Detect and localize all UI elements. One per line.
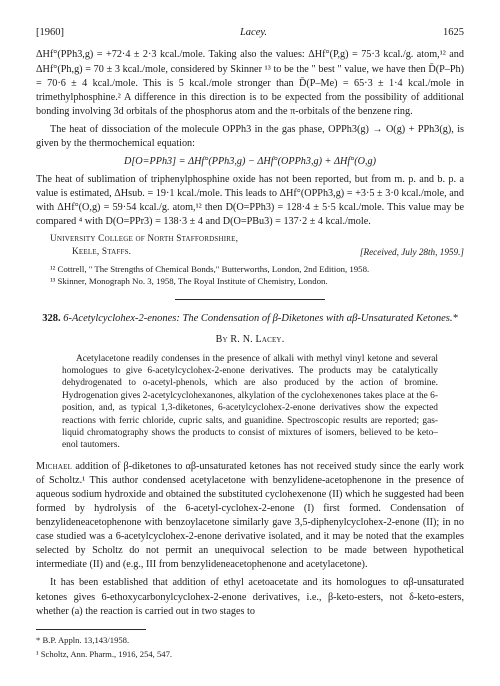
affiliation-line-2: Keele, Staffs. xyxy=(72,247,131,257)
reference-12: ¹² Cottrell, " The Strengths of Chemical… xyxy=(36,263,464,275)
article-body-paragraph-1: Michael addition of β-diketones to αβ-un… xyxy=(36,460,464,573)
header-page-number: 1625 xyxy=(443,26,464,40)
article-title-b: The Condensation of β-Diketones with αβ-… xyxy=(182,313,457,324)
author-name: By R. N. Lacey. xyxy=(216,334,285,345)
body-p1-text: addition of β-diketones to αβ-unsaturate… xyxy=(36,461,464,571)
footnote-1: ¹ Scholtz, Ann. Pharm., 1916, 254, 547. xyxy=(36,649,436,661)
page-header: [1960] Lacey. 1625 xyxy=(36,26,464,40)
prev-article-paragraph-1: ΔHf°(PPh3,g) = +72·4 ± 2·3 kcal./mole. T… xyxy=(36,48,464,118)
header-author: Lacey. xyxy=(240,26,267,40)
prev-article-paragraph-3: The heat of sublimation of triphenylphos… xyxy=(36,173,464,229)
reference-13: ¹³ Skinner, Monograph No. 3, 1958, The R… xyxy=(36,275,464,287)
article-328-title: 328. 6-Acetylcyclohex-2-enones: The Cond… xyxy=(36,312,464,326)
lead-word: Michael xyxy=(36,461,72,472)
article-divider xyxy=(175,299,325,300)
article-footnotes: * B.P. Appln. 13,143/1958. ¹ Scholtz, An… xyxy=(36,629,146,661)
affiliation-block: University College of North Staffordshir… xyxy=(36,233,464,259)
article-abstract: Acetylacetone readily condenses in the p… xyxy=(62,353,438,452)
affiliation-line-1: University College of North Staffordshir… xyxy=(50,234,238,244)
footnote-star: * B.P. Appln. 13,143/1958. xyxy=(36,635,436,647)
prev-article-paragraph-2: The heat of dissociation of the molecule… xyxy=(36,123,464,151)
header-year: [1960] xyxy=(36,26,64,40)
article-author: By R. N. Lacey. xyxy=(36,333,464,347)
thermochemical-equation: D[O=PPh3] = ΔHf°(PPh3,g) − ΔHf°(OPPh3,g)… xyxy=(36,155,464,169)
equation-text: D[O=PPh3] = ΔHf°(PPh3,g) − ΔHf°(OPPh3,g)… xyxy=(124,156,376,167)
previous-article-references: ¹² Cottrell, " The Strengths of Chemical… xyxy=(36,263,464,287)
received-date: [Received, July 28th, 1959.] xyxy=(360,246,464,259)
article-body-paragraph-2: It has been established that addition of… xyxy=(36,576,464,618)
article-title-a: 6-Acetylcyclohex-2-enones: xyxy=(63,313,180,324)
article-number: 328. xyxy=(42,313,60,324)
